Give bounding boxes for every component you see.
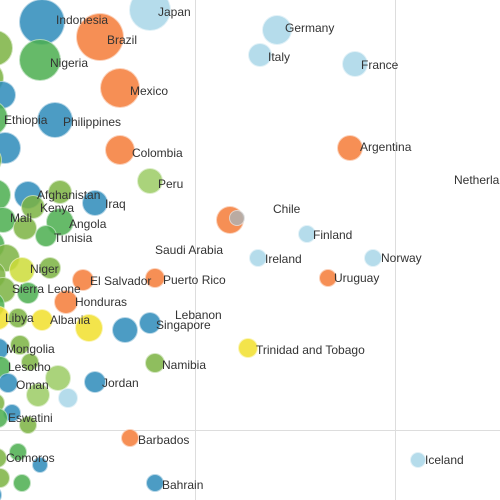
bubble-label: Jordan [102, 376, 139, 390]
data-bubble[interactable] [229, 210, 245, 226]
data-bubble[interactable] [121, 429, 139, 447]
data-bubble[interactable] [298, 225, 316, 243]
data-bubble[interactable] [342, 51, 368, 77]
data-bubble[interactable] [54, 290, 78, 314]
data-bubble[interactable] [17, 282, 39, 304]
data-bubble[interactable] [31, 309, 53, 331]
bubble-label: Namibia [162, 358, 206, 372]
data-bubble[interactable] [319, 269, 337, 287]
bubble-label: Netherlands [454, 173, 500, 187]
data-bubble[interactable] [84, 371, 106, 393]
data-bubble[interactable] [19, 39, 61, 81]
bubble-label: Finland [313, 228, 352, 242]
data-bubble[interactable] [0, 373, 18, 393]
bubble-label: Singapore [156, 318, 211, 332]
bubble-label: Bahrain [162, 478, 203, 492]
data-bubble[interactable] [337, 135, 363, 161]
data-bubble[interactable] [249, 249, 267, 267]
data-bubble[interactable] [13, 474, 31, 492]
data-bubble[interactable] [0, 132, 21, 164]
bubble-label: Iceland [425, 453, 464, 467]
bubble-label: Norway [381, 251, 422, 265]
data-bubble[interactable] [82, 190, 108, 216]
bubble-label: Iraq [105, 197, 126, 211]
bubble-label: Trinidad and Tobago [256, 343, 365, 357]
data-bubble[interactable] [48, 180, 72, 204]
data-bubble[interactable] [8, 308, 28, 328]
data-bubble[interactable] [21, 353, 39, 371]
bubble-label: Honduras [75, 295, 127, 309]
data-bubble[interactable] [248, 43, 272, 67]
data-bubble[interactable] [262, 15, 292, 45]
gridline-vertical [195, 0, 196, 500]
data-bubble[interactable] [37, 102, 73, 138]
data-bubble[interactable] [72, 269, 94, 291]
data-bubble[interactable] [0, 30, 13, 66]
data-bubble[interactable] [0, 468, 10, 488]
data-bubble[interactable] [39, 257, 61, 279]
gridline-horizontal [0, 430, 500, 431]
bubble-label: Uruguay [334, 271, 379, 285]
data-bubble[interactable] [9, 443, 27, 461]
data-bubble[interactable] [146, 474, 164, 492]
data-bubble[interactable] [75, 314, 103, 342]
bubble-chart: JapanIndonesiaGermanyBrazilItalyNigeriaF… [0, 0, 500, 500]
bubble-label: Lebanon [175, 308, 222, 322]
data-bubble[interactable] [145, 268, 165, 288]
gridline-vertical [395, 0, 396, 500]
data-bubble[interactable] [137, 168, 163, 194]
data-bubble[interactable] [0, 448, 7, 468]
data-bubble[interactable] [26, 383, 50, 407]
bubble-label: Germany [285, 21, 334, 35]
data-bubble[interactable] [112, 317, 138, 343]
data-bubble[interactable] [139, 312, 161, 334]
bubble-label: Barbados [138, 433, 189, 447]
data-bubble[interactable] [58, 388, 78, 408]
data-bubble[interactable] [13, 216, 37, 240]
bubble-label: El Salvador [90, 274, 151, 288]
bubble-label: Saudi Arabia [155, 243, 223, 257]
data-bubble[interactable] [9, 257, 35, 283]
bubble-label: Argentina [360, 140, 411, 154]
bubble-label: Chile [273, 202, 300, 216]
data-bubble[interactable] [10, 335, 30, 355]
data-bubble[interactable] [145, 353, 165, 373]
bubble-label: Angola [69, 217, 106, 231]
data-bubble[interactable] [105, 135, 135, 165]
data-bubble[interactable] [100, 68, 140, 108]
data-bubble[interactable] [35, 225, 57, 247]
data-bubble[interactable] [364, 249, 382, 267]
data-bubble[interactable] [129, 0, 171, 31]
data-bubble[interactable] [32, 457, 48, 473]
bubble-label: Ireland [265, 252, 302, 266]
bubble-label: Colombia [132, 146, 183, 160]
data-bubble[interactable] [19, 416, 37, 434]
data-bubble[interactable] [76, 13, 124, 61]
data-bubble[interactable] [238, 338, 258, 358]
data-bubble[interactable] [410, 452, 426, 468]
